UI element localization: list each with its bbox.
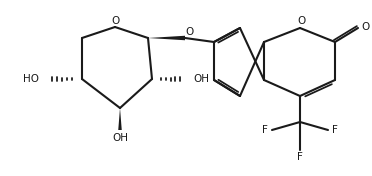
Polygon shape bbox=[148, 36, 185, 40]
Text: F: F bbox=[297, 152, 303, 162]
Text: O: O bbox=[297, 16, 305, 26]
Text: HO: HO bbox=[23, 74, 39, 84]
Text: O: O bbox=[361, 22, 369, 32]
Text: O: O bbox=[186, 27, 194, 37]
Text: OH: OH bbox=[193, 74, 209, 84]
Text: F: F bbox=[332, 125, 338, 135]
Text: OH: OH bbox=[112, 133, 128, 143]
Polygon shape bbox=[118, 108, 122, 130]
Text: O: O bbox=[112, 16, 120, 26]
Text: F: F bbox=[262, 125, 268, 135]
